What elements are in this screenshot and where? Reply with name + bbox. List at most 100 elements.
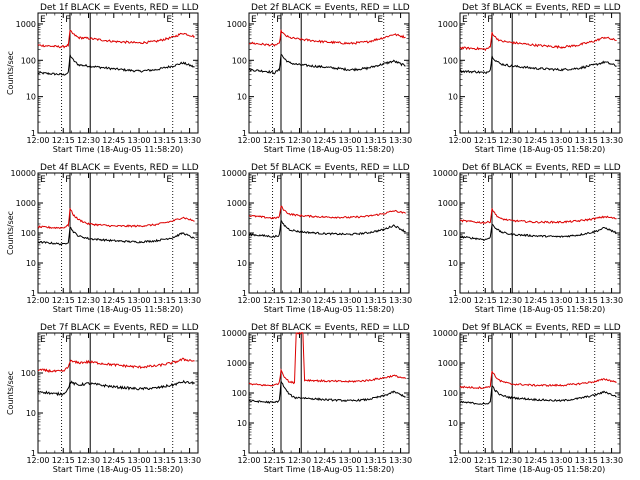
y-tick-label: 1 bbox=[242, 449, 247, 458]
lld-series-line bbox=[248, 205, 406, 220]
lld-series-line bbox=[37, 29, 195, 49]
y-tick-label: 100 bbox=[232, 389, 247, 398]
flag-label: F bbox=[65, 335, 70, 345]
flag-label: E bbox=[377, 15, 383, 25]
y-tick-label: 10000 bbox=[222, 329, 247, 338]
flag-label: E bbox=[377, 335, 383, 345]
x-axis-label: Start Time (18-Aug-05 11:58:20) bbox=[264, 465, 395, 474]
flag-label: F bbox=[487, 175, 492, 185]
flag-label: E bbox=[588, 335, 594, 345]
y-tick-label: 10 bbox=[237, 93, 247, 102]
x-tick-label: 13:00 bbox=[550, 296, 573, 305]
detector-panel: Det 7f BLACK = Events, RED = LLD 1 10 100 12… bbox=[6, 323, 201, 474]
x-axis-label: Start Time (18-Aug-05 11:58:20) bbox=[475, 305, 606, 314]
events-series-line bbox=[248, 218, 406, 239]
panel-title: Det 1f BLACK = Events, RED = LLD bbox=[40, 3, 199, 13]
x-tick-label: 13:00 bbox=[128, 136, 151, 145]
lld-series-line bbox=[459, 32, 617, 52]
flag-label: F bbox=[487, 15, 492, 25]
events-series-line bbox=[248, 379, 406, 405]
x-tick-label: 13:15 bbox=[153, 296, 176, 305]
lld-series-line bbox=[459, 370, 617, 390]
y-tick-label: 100 bbox=[21, 369, 36, 378]
x-tick-label: 12:15 bbox=[52, 296, 75, 305]
panel-title: Det 9f BLACK = Events, RED = LLD bbox=[462, 323, 621, 333]
x-tick-label: 12:00 bbox=[237, 456, 260, 465]
y-tick-label: 1000 bbox=[16, 199, 36, 208]
y-tick-label: 100 bbox=[21, 56, 36, 65]
x-tick-label: 13:30 bbox=[600, 136, 623, 145]
y-tick-label: 1 bbox=[453, 289, 458, 298]
lld-series-line bbox=[37, 208, 195, 230]
x-tick-label: 12:30 bbox=[77, 456, 100, 465]
detector-panel: Det 5f BLACK = Events, RED = LLD 1 10 100 10… bbox=[222, 163, 413, 314]
x-tick-label: 12:30 bbox=[77, 136, 100, 145]
x-tick-label: 13:00 bbox=[339, 136, 362, 145]
x-tick-label: 13:15 bbox=[575, 136, 598, 145]
x-tick-label: 13:00 bbox=[339, 456, 362, 465]
x-tick-label: 12:00 bbox=[448, 136, 471, 145]
x-tick-label: 12:30 bbox=[499, 456, 522, 465]
panel-title: Det 5f BLACK = Events, RED = LLD bbox=[251, 163, 410, 173]
panel-title: Det 8f BLACK = Events, RED = LLD bbox=[251, 323, 410, 333]
y-axis-label: Counts/sec bbox=[6, 211, 15, 255]
flag-label: E bbox=[40, 175, 46, 185]
plot-frame bbox=[248, 12, 410, 134]
x-tick-label: 13:30 bbox=[600, 456, 623, 465]
flag-label: E bbox=[40, 335, 46, 345]
y-axis-label: Counts/sec bbox=[6, 51, 15, 95]
x-tick-label: 12:15 bbox=[263, 136, 286, 145]
x-tick-label: 12:15 bbox=[474, 296, 497, 305]
flag-label: E bbox=[462, 15, 468, 25]
detector-panel: Det 3f BLACK = Events, RED = LLD 1 10 100 10… bbox=[438, 3, 623, 154]
y-tick-label: 1000 bbox=[16, 20, 36, 29]
x-tick-label: 12:30 bbox=[288, 136, 311, 145]
flag-label: F bbox=[65, 175, 70, 185]
y-tick-label: 1 bbox=[242, 129, 247, 138]
x-tick-label: 12:15 bbox=[263, 456, 286, 465]
events-series-line bbox=[459, 224, 617, 241]
lld-series-line bbox=[37, 357, 195, 374]
x-tick-label: 13:00 bbox=[128, 296, 151, 305]
y-tick-label: 10 bbox=[26, 93, 36, 102]
x-tick-label: 12:30 bbox=[77, 296, 100, 305]
x-tick-label: 12:30 bbox=[499, 296, 522, 305]
y-tick-label: 10 bbox=[448, 259, 458, 268]
flag-label: E bbox=[166, 15, 172, 25]
x-tick-label: 13:15 bbox=[364, 136, 387, 145]
panel-title: Det 4f BLACK = Events, RED = LLD bbox=[40, 163, 199, 173]
flag-label: F bbox=[487, 335, 492, 345]
x-tick-label: 12:00 bbox=[26, 456, 49, 465]
x-tick-label: 13:30 bbox=[389, 136, 412, 145]
y-tick-label: 10 bbox=[26, 259, 36, 268]
x-tick-label: 13:30 bbox=[389, 296, 412, 305]
x-axis-label: Start Time (18-Aug-05 11:58:20) bbox=[475, 465, 606, 474]
y-tick-label: 100 bbox=[443, 389, 458, 398]
lld-series-line bbox=[248, 29, 406, 47]
y-tick-label: 10000 bbox=[11, 169, 36, 178]
detector-panel: Det 2f BLACK = Events, RED = LLD 1 10 100 10… bbox=[227, 3, 412, 154]
y-tick-label: 1000 bbox=[438, 359, 458, 368]
x-tick-label: 12:45 bbox=[313, 296, 336, 305]
detector-panel: Det 8f BLACK = Events, RED = LLD 1 10 100 10… bbox=[222, 323, 413, 474]
flag-label: E bbox=[251, 175, 257, 185]
x-tick-label: 13:30 bbox=[178, 456, 201, 465]
x-tick-label: 12:00 bbox=[237, 296, 260, 305]
x-tick-label: 12:45 bbox=[524, 456, 547, 465]
flag-label: F bbox=[276, 15, 281, 25]
detector-panel: Det 6f BLACK = Events, RED = LLD 1 10 100 10… bbox=[433, 163, 624, 314]
x-tick-label: 12:00 bbox=[448, 296, 471, 305]
x-tick-label: 13:00 bbox=[550, 136, 573, 145]
y-tick-label: 1000 bbox=[227, 20, 247, 29]
x-tick-label: 12:15 bbox=[474, 136, 497, 145]
x-tick-label: 12:15 bbox=[263, 296, 286, 305]
x-tick-label: 13:15 bbox=[153, 456, 176, 465]
y-tick-label: 1 bbox=[31, 449, 36, 458]
flag-label: E bbox=[462, 335, 468, 345]
y-tick-label: 100 bbox=[443, 229, 458, 238]
plot-frame bbox=[459, 12, 621, 134]
flag-label: F bbox=[276, 335, 281, 345]
y-tick-label: 1000 bbox=[438, 199, 458, 208]
flag-label: E bbox=[40, 15, 46, 25]
y-tick-label: 1 bbox=[242, 289, 247, 298]
